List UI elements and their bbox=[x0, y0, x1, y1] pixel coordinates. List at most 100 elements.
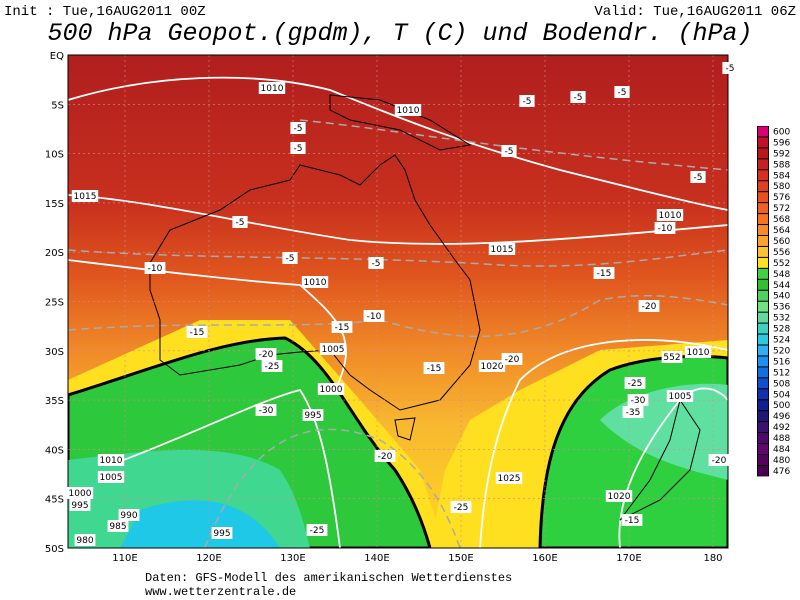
contour-label: 1010 bbox=[687, 348, 710, 358]
contour-label-box bbox=[501, 145, 517, 157]
lat-label: 40S bbox=[45, 445, 64, 456]
colorbar-label: 588 bbox=[773, 160, 790, 170]
contour-label-box bbox=[66, 487, 94, 499]
contour-label-box bbox=[666, 390, 694, 402]
colorbar-label: 528 bbox=[773, 325, 790, 335]
contour-label: -15 bbox=[335, 323, 350, 333]
contour-label-box bbox=[570, 91, 586, 103]
contour-label: -15 bbox=[190, 328, 205, 338]
colorbar-label: 560 bbox=[773, 237, 790, 247]
contour-label-box bbox=[627, 394, 649, 406]
contour-label-box bbox=[519, 95, 535, 107]
colorbar-label: 476 bbox=[773, 467, 790, 477]
lon-label: 110E bbox=[112, 553, 137, 564]
colorbar-swatch bbox=[758, 455, 768, 465]
contour-label: 995 bbox=[304, 411, 321, 421]
contour-label-box bbox=[290, 142, 306, 154]
lat-label: 35S bbox=[45, 396, 64, 407]
contour-label-box bbox=[261, 360, 283, 372]
contour-label: -5 bbox=[618, 88, 627, 98]
contour-label-box bbox=[622, 406, 644, 418]
contour-label: 1010 bbox=[659, 211, 682, 221]
colorbar-label: 576 bbox=[773, 193, 790, 203]
contour-label: 1010 bbox=[100, 456, 123, 466]
lat-label: 5S bbox=[51, 100, 64, 111]
colorbar-swatch bbox=[758, 312, 768, 323]
colorbar-swatch bbox=[758, 148, 768, 159]
colorbar-swatch bbox=[758, 236, 768, 246]
contour-label: -20 bbox=[505, 355, 520, 365]
contour-label-box bbox=[722, 62, 738, 74]
contour-label: 995 bbox=[71, 501, 88, 511]
colorbar-label: 572 bbox=[773, 204, 790, 214]
contour-label-box bbox=[186, 326, 208, 338]
lon-label: 140E bbox=[364, 553, 389, 564]
contour-labels: 1010 1010 1015 1010 1015 1010 1005 1000 995 1010 1… bbox=[66, 62, 738, 546]
lat-label: 45S bbox=[45, 495, 64, 506]
colorbar-swatch bbox=[758, 126, 768, 137]
contour-label: 1020 bbox=[481, 362, 504, 372]
contour-label: -15 bbox=[427, 364, 442, 374]
contour-label: -5 bbox=[286, 254, 295, 264]
contour-label-box bbox=[624, 377, 646, 389]
contour-label: -5 bbox=[694, 173, 703, 183]
contour-label: 1005 bbox=[100, 473, 123, 483]
contour-label-box bbox=[621, 514, 643, 526]
colorbar-swatch bbox=[758, 192, 768, 203]
colorbar-label: 580 bbox=[773, 182, 790, 192]
contour-label: -20 bbox=[259, 350, 274, 360]
contour-label: -5 bbox=[294, 124, 303, 134]
valid-time: Valid: Tue,16AUG2011 06Z bbox=[594, 4, 796, 20]
contour-label-box bbox=[605, 490, 633, 502]
contour-label: 1025 bbox=[498, 474, 521, 484]
colorbar-swatch bbox=[758, 257, 768, 268]
contour-label: -25 bbox=[628, 379, 643, 389]
colorbar-label: 488 bbox=[773, 434, 790, 444]
contour-label: -5 bbox=[236, 218, 245, 228]
contour-label: -10 bbox=[148, 264, 163, 274]
contour-label-box bbox=[144, 262, 166, 274]
contour-label-box bbox=[374, 450, 396, 462]
lat-label: 10S bbox=[45, 150, 64, 161]
colorbar-swatch bbox=[758, 465, 768, 476]
colorbar-label: 548 bbox=[773, 270, 790, 280]
contour-label-box bbox=[423, 362, 445, 374]
contour-label-box bbox=[450, 501, 472, 513]
colorbar-swatch bbox=[758, 159, 768, 170]
colorbar-label: 492 bbox=[773, 423, 790, 433]
colorbar-label: 532 bbox=[773, 314, 790, 324]
lat-label: 50S bbox=[45, 544, 64, 555]
colorbar-swatch bbox=[758, 137, 768, 148]
colorbar-label: 516 bbox=[773, 357, 790, 367]
contour-label: -5 bbox=[294, 144, 303, 154]
colorbar-swatch bbox=[758, 378, 768, 389]
colorbar-label: 484 bbox=[773, 445, 790, 455]
contour-label-box bbox=[290, 122, 306, 134]
colorbar-label: 504 bbox=[773, 390, 790, 400]
contour-label: -35 bbox=[626, 408, 641, 418]
colorbar-swatch bbox=[758, 268, 768, 279]
colorbar-swatch bbox=[758, 214, 768, 225]
lat-label: 15S bbox=[45, 199, 64, 210]
contour-label: -20 bbox=[378, 452, 393, 462]
contour-label-box bbox=[495, 472, 523, 484]
colorbar-swatch bbox=[758, 246, 768, 257]
contour-label: -15 bbox=[625, 516, 640, 526]
colorbar-swatch bbox=[758, 301, 768, 312]
lon-label: 150E bbox=[448, 553, 473, 564]
contour-label-box bbox=[478, 360, 506, 372]
contour-label: -25 bbox=[454, 503, 469, 513]
colorbar-swatch bbox=[758, 170, 768, 181]
contour-label: -30 bbox=[631, 396, 646, 406]
lon-label: 130E bbox=[280, 553, 305, 564]
lat-label: 30S bbox=[45, 347, 64, 358]
lat-label: EQ bbox=[50, 51, 64, 62]
contour-label-box bbox=[258, 82, 286, 94]
lat-label: 25S bbox=[45, 298, 64, 309]
contour-label: -10 bbox=[367, 312, 382, 322]
colorbar-label: 544 bbox=[773, 281, 790, 291]
contour-label-box bbox=[97, 471, 125, 483]
lon-label: 170E bbox=[616, 553, 641, 564]
contour-label-box bbox=[614, 86, 630, 98]
